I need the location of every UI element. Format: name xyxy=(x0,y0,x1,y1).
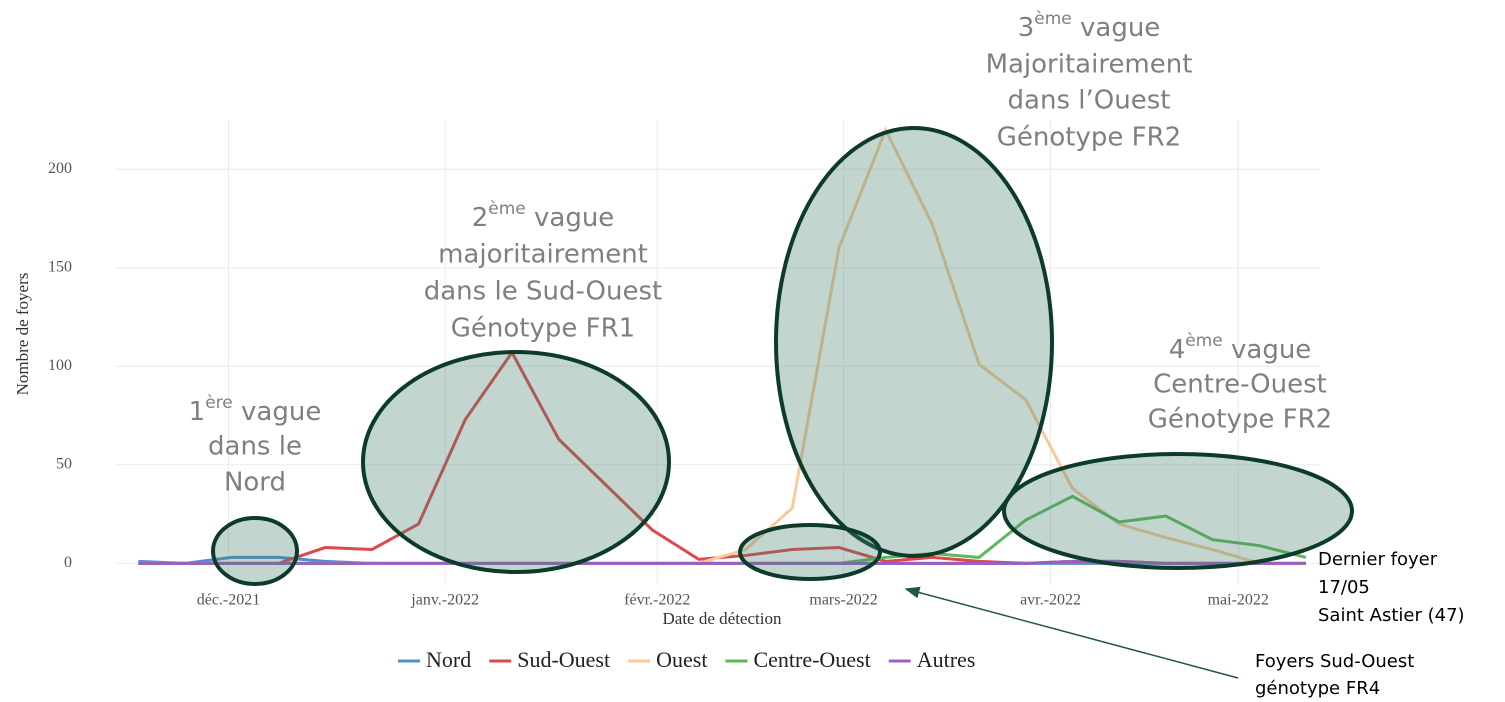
wave-word: vague xyxy=(526,203,615,233)
legend-label: Autres xyxy=(917,647,976,672)
highlight-ellipse xyxy=(211,516,299,586)
wave-ordinal: ère xyxy=(205,393,233,413)
y-tick-label: 0 xyxy=(64,554,72,571)
highlight-ellipse xyxy=(774,126,1054,558)
note-line: 17/05 xyxy=(1318,577,1370,598)
wave-number: 4 xyxy=(1169,335,1186,365)
wave-ordinal: ème xyxy=(488,199,525,219)
legend-label: Nord xyxy=(426,647,471,672)
note-line: génotype FR4 xyxy=(1255,678,1380,699)
legend-label: Sud-Ouest xyxy=(517,647,610,672)
x-tick-label: déc.-2021 xyxy=(197,592,261,609)
highlight-ellipse xyxy=(738,523,882,581)
note-line: Dernier foyer xyxy=(1318,549,1438,570)
wave-number: 1 xyxy=(189,397,206,427)
wave-heading: 2ème vague xyxy=(472,199,615,233)
x-tick-label: févr.-2022 xyxy=(624,592,690,609)
x-tick-label: mai-2022 xyxy=(1208,592,1269,609)
y-axis-label: Nombre de foyers xyxy=(13,273,32,396)
wave-word: vague xyxy=(233,397,322,427)
note-line: Saint Astier (47) xyxy=(1318,605,1465,626)
y-tick-label: 50 xyxy=(56,455,72,472)
x-tick-label: avr.-2022 xyxy=(1020,592,1081,609)
wave-line: dans le Sud-Ouest xyxy=(424,277,662,307)
highlight-ellipse xyxy=(1002,452,1354,570)
x-axis-label: Date de détection xyxy=(663,609,782,628)
y-tick-label: 100 xyxy=(48,357,72,374)
wave-line: Centre-Ouest xyxy=(1153,370,1327,400)
wave-word: vague xyxy=(1072,13,1161,43)
highlight-ellipse xyxy=(361,350,671,574)
x-tick-label: janv.-2022 xyxy=(410,592,479,609)
wave-line: Génotype FR1 xyxy=(451,314,635,344)
wave-ordinal: ème xyxy=(1034,9,1071,29)
note-line: Foyers Sud-Ouest xyxy=(1255,651,1414,672)
wave-line: Majoritairement xyxy=(986,50,1193,80)
wave-line: dans le xyxy=(208,432,302,462)
wave-line: Génotype FR2 xyxy=(1148,405,1332,435)
wave-line: Nord xyxy=(224,468,286,498)
wave-number: 3 xyxy=(1018,13,1035,43)
wave-line: Génotype FR2 xyxy=(997,123,1181,153)
legend-label: Ouest xyxy=(656,647,707,672)
y-tick-label: 150 xyxy=(48,258,72,275)
y-tick-label: 200 xyxy=(48,160,72,177)
wave-line: dans l’Ouest xyxy=(1008,86,1171,116)
arrow xyxy=(904,586,1239,679)
wave-word: vague xyxy=(1223,335,1312,365)
wave-heading: 4ème vague xyxy=(1169,331,1312,365)
series-line xyxy=(138,559,1306,565)
wave-heading: 3ème vague xyxy=(1018,9,1161,43)
x-tick-label: mars-2022 xyxy=(809,592,877,609)
wave-heading: 1ère vague xyxy=(189,393,322,427)
wave-line: majoritairement xyxy=(438,240,648,270)
legend-label: Centre-Ouest xyxy=(753,647,870,672)
wave-ordinal: ème xyxy=(1185,331,1222,351)
wave-number: 2 xyxy=(472,203,489,233)
